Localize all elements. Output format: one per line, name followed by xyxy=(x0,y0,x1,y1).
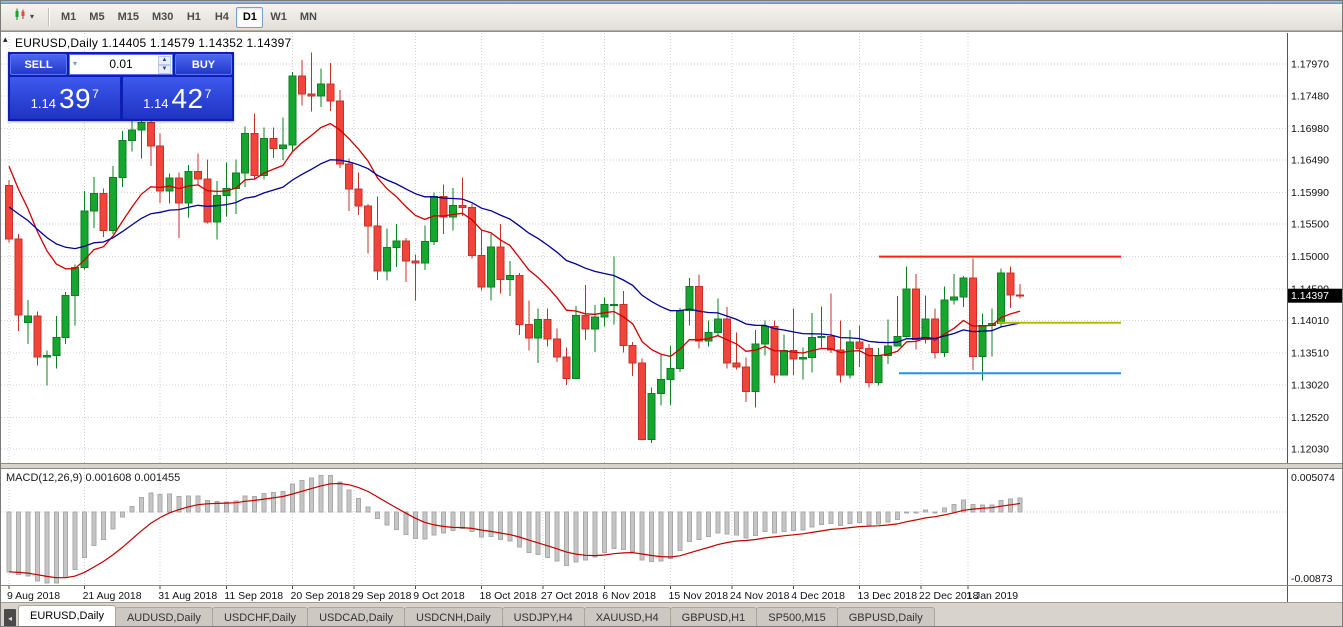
timeframe-button-h1[interactable]: H1 xyxy=(180,7,207,28)
chart-tab-usdchf-daily[interactable]: USDCHF,Daily xyxy=(212,607,308,627)
timeframe-button-h4[interactable]: H4 xyxy=(208,7,235,28)
trade-panel-toggle[interactable]: ▴ xyxy=(3,35,8,44)
volume-value: 0.01 xyxy=(109,55,132,74)
toolbar-separator xyxy=(48,8,49,26)
timeframe-button-w1[interactable]: W1 xyxy=(264,7,293,28)
volume-field[interactable]: ▾ 0.01 ▲ ▼ xyxy=(69,54,173,75)
date-axis[interactable]: 9 Aug 2018 21 Aug 2018 31 Aug 2018 11 Sep 2… xyxy=(1,585,1343,603)
timeframe-button-d1[interactable]: D1 xyxy=(236,7,263,28)
svg-text:1.15990: 1.15990 xyxy=(1291,187,1329,199)
chart-tab-audusd-daily[interactable]: AUDUSD,Daily xyxy=(115,607,213,627)
svg-text:1.12520: 1.12520 xyxy=(1291,412,1329,424)
svg-text:1.12030: 1.12030 xyxy=(1291,444,1329,456)
timeframe-button-m5[interactable]: M5 xyxy=(83,7,110,28)
sell-price-pip: 7 xyxy=(92,87,99,101)
timeframe-button-m15[interactable]: M15 xyxy=(112,7,145,28)
volume-dropdown-icon[interactable]: ▾ xyxy=(73,60,77,68)
macd-indicator-canvas[interactable]: 0.005074 -0.00873 xyxy=(1,469,1343,585)
svg-text:1.15500: 1.15500 xyxy=(1291,219,1329,231)
chart-tab-gbpusd-daily[interactable]: GBPUSD,Daily xyxy=(837,607,935,627)
chart-tab-usdcnh-daily[interactable]: USDCNH,Daily xyxy=(404,607,503,627)
macd-indicator-label: MACD(12,26,9) 0.001608 0.001455 xyxy=(6,472,180,484)
chart-tab-sp500-m15[interactable]: SP500,M15 xyxy=(756,607,837,627)
mt4-window: ▾ M1M5M15M30H1H4D1W1MN 1.179701.174801.1… xyxy=(0,0,1343,627)
current-price-badge: 1.14397 xyxy=(1288,289,1343,303)
timeframe-buttons: M1M5M15M30H1H4D1W1MN xyxy=(55,7,323,28)
svg-text:0.005074: 0.005074 xyxy=(1291,472,1335,484)
chart-tab-usdjpy-h4[interactable]: USDJPY,H4 xyxy=(502,607,585,627)
svg-text:1.16980: 1.16980 xyxy=(1291,123,1329,135)
chart-type-button[interactable]: ▾ xyxy=(6,7,42,28)
svg-text:18 Oct 2018: 18 Oct 2018 xyxy=(480,590,537,602)
buy-price-pip: 7 xyxy=(205,87,212,101)
svg-text:9 Oct 2018: 9 Oct 2018 xyxy=(413,590,465,602)
sell-price-digits: 39 xyxy=(59,85,91,113)
chart-tab-eurusd-daily[interactable]: EURUSD,Daily xyxy=(18,605,116,627)
volume-up-button[interactable]: ▲ xyxy=(158,56,171,65)
svg-text:9 Aug 2018: 9 Aug 2018 xyxy=(7,590,60,602)
svg-text:15 Nov 2018: 15 Nov 2018 xyxy=(669,590,729,602)
svg-text:1.13510: 1.13510 xyxy=(1291,348,1329,360)
tab-scroll-left-button[interactable]: ◂ xyxy=(4,609,16,627)
svg-text:21 Aug 2018: 21 Aug 2018 xyxy=(83,590,142,602)
sell-button[interactable]: SELL xyxy=(10,54,67,75)
svg-text:1.17480: 1.17480 xyxy=(1291,90,1329,102)
svg-text:1.13020: 1.13020 xyxy=(1291,379,1329,391)
chevron-down-icon: ▾ xyxy=(30,13,34,21)
svg-text:6 Nov 2018: 6 Nov 2018 xyxy=(602,590,656,602)
buy-button[interactable]: BUY xyxy=(175,54,232,75)
timeframe-button-mn[interactable]: MN xyxy=(294,7,323,28)
chart-tab-usdcad-daily[interactable]: USDCAD,Daily xyxy=(307,607,405,627)
svg-text:1 Jan 2019: 1 Jan 2019 xyxy=(966,590,1018,602)
candlestick-chart-icon xyxy=(14,8,28,26)
volume-spinner: ▲ ▼ xyxy=(158,56,171,73)
svg-text:20 Sep 2018: 20 Sep 2018 xyxy=(291,590,351,602)
chart-title-ohlc: EURUSD,Daily 1.14405 1.14579 1.14352 1.1… xyxy=(15,36,291,50)
svg-text:11 Sep 2018: 11 Sep 2018 xyxy=(224,590,283,602)
timeframe-button-m30[interactable]: M30 xyxy=(146,7,179,28)
volume-down-button[interactable]: ▼ xyxy=(158,65,171,74)
buy-price-digits: 42 xyxy=(171,85,203,113)
svg-text:24 Nov 2018: 24 Nov 2018 xyxy=(730,590,790,602)
svg-text:4 Dec 2018: 4 Dec 2018 xyxy=(791,590,845,602)
svg-text:29 Sep 2018: 29 Sep 2018 xyxy=(352,590,412,602)
buy-price-display[interactable]: 1.14427 xyxy=(123,77,233,119)
chart-tab-xauusd-h4[interactable]: XAUUSD,H4 xyxy=(584,607,671,627)
chart-window: 1.17970 1.17480 1.16980 1.16490 1.15990 1.155… xyxy=(1,31,1343,602)
chart-tabs: EURUSD,DailyAUDUSD,DailyUSDCHF,DailyUSDC… xyxy=(18,605,934,627)
timeframe-button-m1[interactable]: M1 xyxy=(55,7,82,28)
one-click-trading-panel: SELL ▾ 0.01 ▲ ▼ BUY 1.14397 1.14427 xyxy=(8,52,234,121)
svg-text:1.14010: 1.14010 xyxy=(1291,315,1329,327)
svg-text:1.17970: 1.17970 xyxy=(1291,59,1329,71)
chart-tab-gbpusd-h1[interactable]: GBPUSD,H1 xyxy=(670,607,758,627)
toolbar: ▾ M1M5M15M30H1H4D1W1MN xyxy=(1,4,1342,31)
svg-text:-0.00873: -0.00873 xyxy=(1291,573,1333,585)
chart-tabs-bar: ◂ EURUSD,DailyAUDUSD,DailyUSDCHF,DailyUS… xyxy=(1,602,1342,627)
svg-text:1.14397: 1.14397 xyxy=(1291,290,1329,302)
svg-text:31 Aug 2018: 31 Aug 2018 xyxy=(158,590,217,602)
svg-text:27 Oct 2018: 27 Oct 2018 xyxy=(541,590,598,602)
arrow-left-icon: ◂ xyxy=(8,614,12,623)
svg-text:1.16490: 1.16490 xyxy=(1291,155,1329,167)
sell-price-prefix: 1.14 xyxy=(31,96,56,111)
svg-text:1.15000: 1.15000 xyxy=(1291,251,1329,263)
sell-price-display[interactable]: 1.14397 xyxy=(10,77,120,119)
buy-price-prefix: 1.14 xyxy=(143,96,168,111)
svg-text:13 Dec 2018: 13 Dec 2018 xyxy=(858,590,918,602)
